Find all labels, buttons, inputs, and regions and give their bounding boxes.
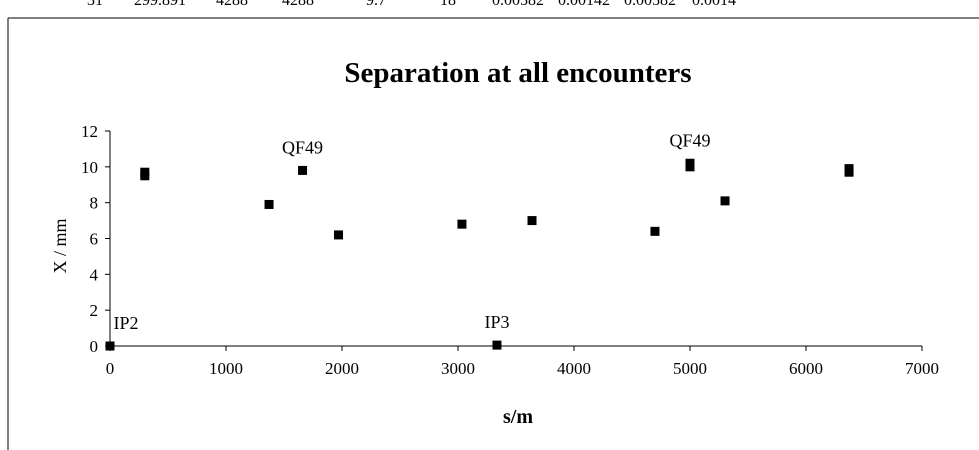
x-tick-label: 7000	[905, 359, 939, 378]
y-tick-label: 2	[90, 301, 99, 320]
table-cell: 0.00582	[624, 0, 676, 9]
table-cell: 0.00142	[558, 0, 610, 9]
table-cell: 18	[440, 0, 456, 9]
point	[720, 196, 730, 206]
y-tick-label: 4	[90, 265, 99, 284]
y-tick-label: 6	[90, 230, 99, 249]
table-cell: 0.00582	[492, 0, 544, 9]
annotation: IP2	[113, 313, 138, 333]
point	[492, 340, 502, 350]
point	[105, 341, 115, 351]
point	[334, 230, 344, 240]
table-cell: 9.7	[366, 0, 386, 9]
annotation: QF49	[282, 137, 323, 157]
point	[457, 219, 467, 229]
x-tick-label: 6000	[789, 359, 823, 378]
y-axis-label: X / mm	[50, 218, 70, 273]
point	[650, 226, 660, 236]
table-cell: 31	[87, 0, 103, 9]
x-axis-label: s/m	[503, 406, 533, 428]
point	[844, 167, 854, 177]
annotation: IP3	[484, 312, 509, 332]
table-cell: 4288	[282, 0, 314, 9]
x-tick-label: 2000	[325, 359, 359, 378]
y-tick-label: 10	[81, 158, 98, 177]
x-tick-label: 1000	[209, 359, 243, 378]
point	[685, 158, 695, 168]
x-tick-label: 0	[106, 359, 115, 378]
table-cell: 299.891	[134, 0, 186, 9]
annotation: QF49	[669, 130, 710, 150]
x-tick-label: 3000	[441, 359, 475, 378]
y-tick-label: 12	[81, 122, 98, 141]
x-tick-label: 5000	[673, 359, 707, 378]
table-cell: 4288	[216, 0, 248, 9]
point	[527, 216, 537, 226]
chart-title: Separation at all encounters	[344, 57, 691, 89]
y-tick-label: 0	[90, 337, 99, 356]
y-tick-label: 8	[90, 194, 99, 213]
table-cell: 0.0014	[692, 0, 736, 9]
point	[264, 199, 274, 209]
point	[140, 171, 150, 181]
point	[298, 165, 308, 175]
x-tick-label: 4000	[557, 359, 591, 378]
